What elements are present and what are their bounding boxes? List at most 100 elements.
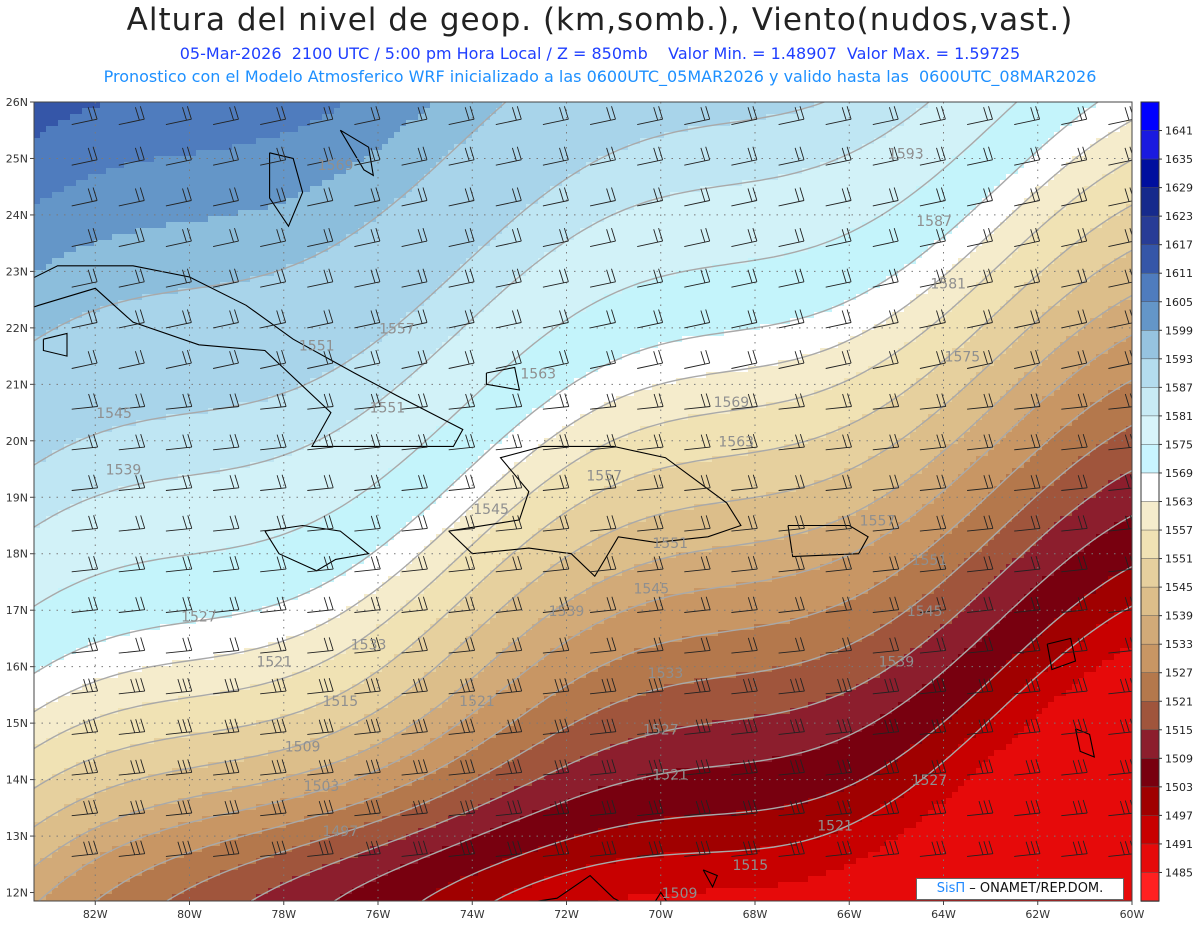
lat-label: 23N — [6, 265, 28, 278]
lat-label: 12N — [6, 887, 28, 900]
contour-label: 1581 — [930, 276, 966, 292]
contour-label: 1569 — [318, 158, 354, 174]
colorbar-label: 1551 — [1165, 553, 1193, 566]
contour-label: 1527 — [912, 773, 948, 789]
contour-label: 1563 — [520, 367, 556, 383]
contour-label: 1521 — [459, 694, 495, 710]
colorbar-label: 1563 — [1165, 496, 1193, 509]
colorbar-swatch — [1141, 387, 1159, 416]
contour-label: 1515 — [322, 694, 358, 710]
colorbar-swatch — [1141, 815, 1159, 844]
lon-label: 82W — [83, 908, 108, 921]
lat-label: 26N — [6, 96, 28, 109]
contour-label: 1545 — [633, 581, 669, 597]
lon-label: 70W — [648, 908, 673, 921]
colorbar-swatch — [1141, 730, 1159, 759]
colorbar-swatch — [1141, 559, 1159, 588]
contour-label: 1527 — [643, 722, 679, 738]
colorbar-label: 1599 — [1165, 324, 1193, 337]
colorbar-swatch — [1141, 216, 1159, 245]
lat-label: 19N — [6, 491, 28, 504]
colorbar-swatch — [1141, 473, 1159, 502]
contour-label: 1551 — [652, 536, 688, 552]
geopotential-shading — [34, 102, 1133, 907]
lat-label: 21N — [6, 378, 28, 391]
contour-label: 1521 — [256, 655, 292, 671]
contour-label: 1533 — [351, 638, 387, 654]
contour-label: 1545 — [96, 406, 132, 422]
colorbar-swatch — [1141, 616, 1159, 645]
contour-label: 1509 — [662, 886, 698, 902]
colorbar-label: 1545 — [1165, 581, 1193, 594]
colorbar-swatch — [1141, 131, 1159, 160]
credit-org: – ONAMET/REP.DOM. — [965, 881, 1103, 896]
colorbar-swatch — [1141, 330, 1159, 359]
lon-label: 78W — [271, 908, 296, 921]
color-scale: 1641163516291623161716111605159915931587… — [1141, 102, 1193, 902]
colorbar-label: 1503 — [1165, 781, 1193, 794]
colorbar-swatch — [1141, 530, 1159, 559]
colorbar-swatch — [1141, 758, 1159, 787]
colorbar-swatch — [1141, 273, 1159, 302]
colorbar-swatch — [1141, 844, 1159, 873]
lat-label: 20N — [6, 435, 28, 448]
contour-label: 1533 — [648, 666, 684, 682]
colorbar-label: 1641 — [1165, 125, 1193, 138]
contour-label: 1545 — [907, 604, 943, 620]
contour-label: 1569 — [714, 395, 750, 411]
colorbar-label: 1497 — [1165, 809, 1193, 822]
colorbar-swatch — [1141, 502, 1159, 531]
lat-label: 15N — [6, 717, 28, 730]
colorbar-label: 1521 — [1165, 695, 1193, 708]
contour-label: 1527 — [181, 610, 217, 626]
colorbar-label: 1587 — [1165, 381, 1193, 394]
contour-label: 1557 — [860, 514, 896, 530]
contour-label: 1545 — [473, 502, 509, 518]
lat-label: 22N — [6, 322, 28, 335]
contour-label: 1557 — [586, 468, 622, 484]
contour-label: 1557 — [379, 322, 415, 338]
colorbar-swatch — [1141, 787, 1159, 816]
lon-label: 66W — [837, 908, 862, 921]
colorbar-label: 1533 — [1165, 638, 1193, 651]
contour-label: 1539 — [879, 655, 915, 671]
colorbar-swatch — [1141, 245, 1159, 274]
colorbar-label: 1557 — [1165, 524, 1193, 537]
colorbar-label: 1527 — [1165, 667, 1193, 680]
colorbar-swatch — [1141, 359, 1159, 388]
lon-label: 74W — [460, 908, 485, 921]
colorbar-label: 1635 — [1165, 153, 1193, 166]
contour-label: 1539 — [549, 604, 585, 620]
colorbar-swatch — [1141, 872, 1159, 901]
lat-label: 24N — [6, 209, 28, 222]
lat-label: 13N — [6, 830, 28, 843]
colorbar-swatch — [1141, 701, 1159, 730]
colorbar-label: 1575 — [1165, 438, 1193, 451]
colorbar-label: 1617 — [1165, 239, 1193, 252]
contour-label: 1551 — [299, 339, 335, 355]
colorbar-swatch — [1141, 159, 1159, 188]
colorbar-swatch — [1141, 673, 1159, 702]
colorbar-label: 1593 — [1165, 353, 1193, 366]
sispi-logo-text: SisΠ — [937, 881, 965, 896]
colorbar-label: 1611 — [1165, 267, 1193, 280]
lon-label: 68W — [743, 908, 768, 921]
colorbar-label: 1623 — [1165, 210, 1193, 223]
lon-label: 76W — [366, 908, 391, 921]
lat-label: 16N — [6, 661, 28, 674]
colorbar-swatch — [1141, 102, 1159, 131]
contour-label: 1521 — [817, 818, 853, 834]
lat-label: 25N — [6, 152, 28, 165]
lon-label: 62W — [1025, 908, 1050, 921]
colorbar-swatch — [1141, 444, 1159, 473]
lat-label: 18N — [6, 548, 28, 561]
contour-label: 1503 — [304, 779, 340, 795]
contour-label: 1515 — [732, 858, 768, 874]
colorbar-swatch — [1141, 302, 1159, 331]
colorbar-label: 1491 — [1165, 838, 1193, 851]
lon-label: 72W — [554, 908, 579, 921]
colorbar-label: 1581 — [1165, 410, 1193, 423]
contour-label: 1509 — [285, 739, 321, 755]
contour-label: 1593 — [888, 147, 924, 163]
